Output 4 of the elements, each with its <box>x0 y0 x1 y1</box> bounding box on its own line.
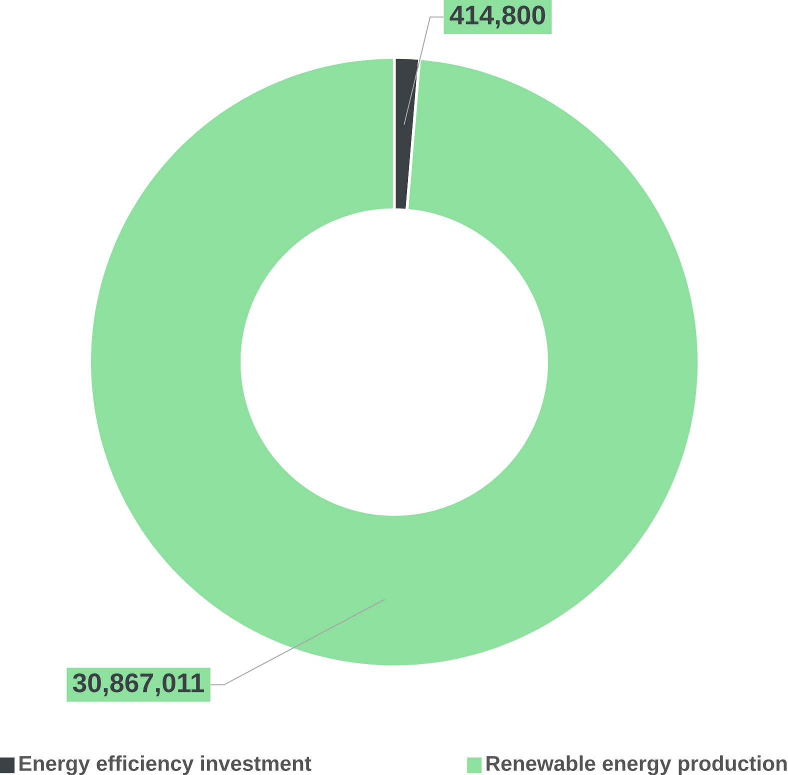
legend-label: Renewable energy production <box>486 755 787 775</box>
data-label: 414,800 <box>450 5 546 28</box>
data-label: 30,867,011 <box>72 673 204 696</box>
legend-label: Energy efficiency investment <box>20 755 312 775</box>
